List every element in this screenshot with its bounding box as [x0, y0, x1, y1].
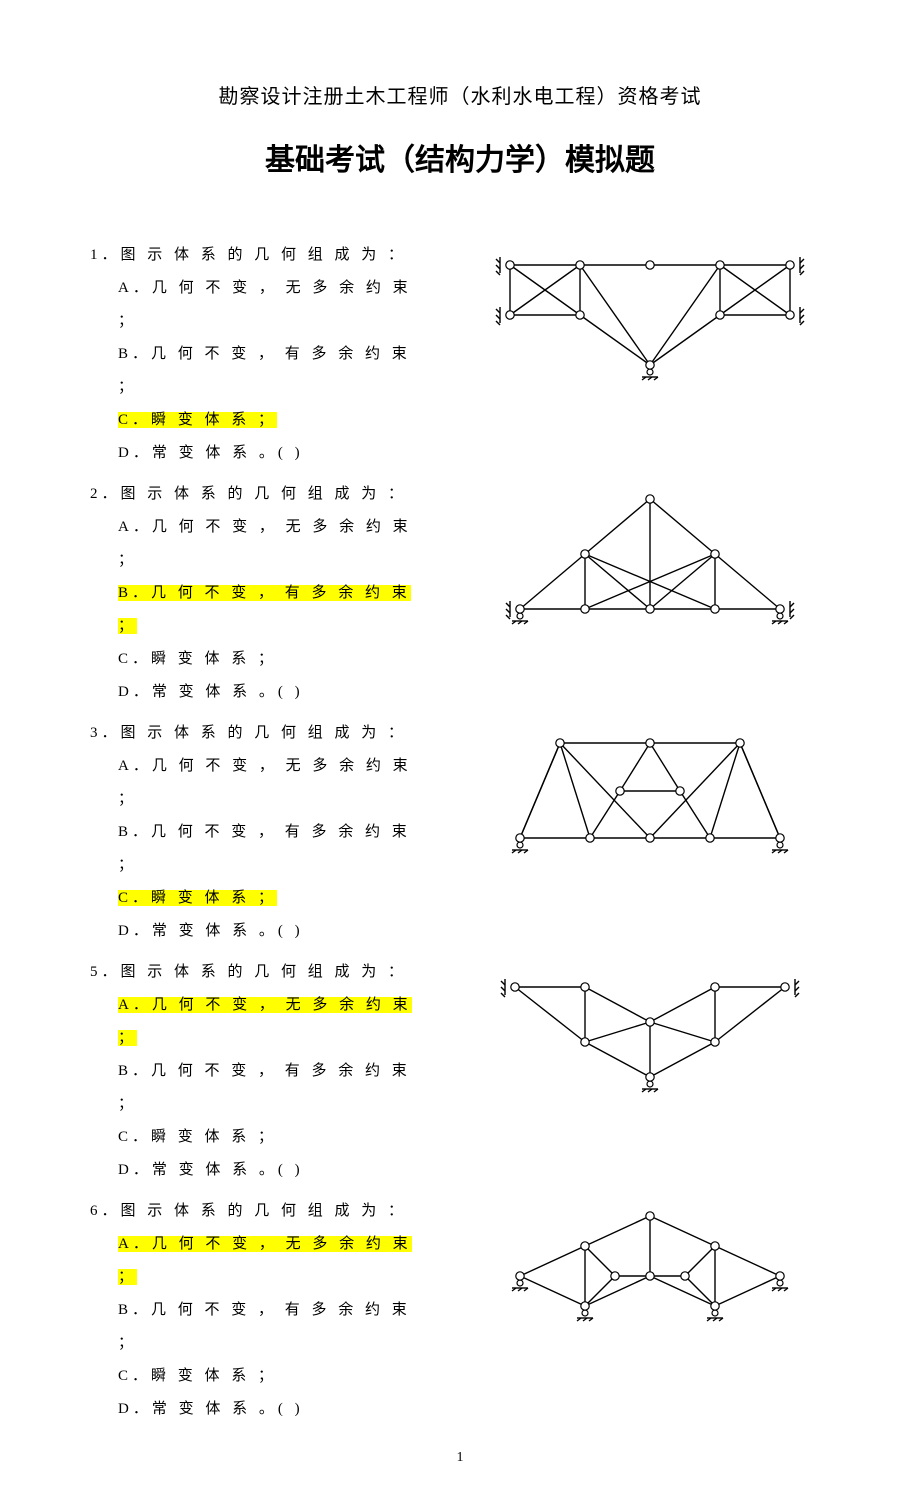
- question-prompt: 6．图 示 体 系 的 几 何 组 成 为 ：: [90, 1203, 407, 1219]
- diagram-2: [420, 478, 830, 639]
- option-B: B．几 何 不 变 ， 有 多 余 约 束 ；: [90, 338, 420, 404]
- diagram-1: [420, 239, 830, 400]
- option-B: B．几 何 不 变 ， 有 多 余 约 束 ；: [90, 577, 420, 643]
- option-B: B．几 何 不 变 ， 有 多 余 约 束 ；: [90, 816, 420, 882]
- option-A: A．几 何 不 变 ， 无 多 余 约 束 ；: [90, 511, 420, 577]
- option-D: D．常 变 体 系 。( ): [90, 676, 420, 709]
- option-C: C．瞬 变 体 系 ；: [90, 404, 420, 437]
- option-C: C．瞬 变 体 系 ；: [90, 1121, 420, 1154]
- option-D: D．常 变 体 系 。( ): [90, 1154, 420, 1187]
- question-prompt: 3．图 示 体 系 的 几 何 组 成 为 ：: [90, 725, 407, 741]
- question-prompt: 5．图 示 体 系 的 几 何 组 成 为 ：: [90, 964, 407, 980]
- option-B: B．几 何 不 变 ， 有 多 余 约 束 ；: [90, 1294, 420, 1360]
- option-D: D．常 变 体 系 。( ): [90, 915, 420, 948]
- question-1: 1．图 示 体 系 的 几 何 组 成 为 ： A．几 何 不 变 ， 无 多 …: [90, 239, 830, 470]
- option-A: A．几 何 不 变 ， 无 多 余 约 束 ；: [90, 989, 420, 1055]
- page-number: 1: [90, 1450, 830, 1466]
- question-3: 3．图 示 体 系 的 几 何 组 成 为 ： A．几 何 不 变 ， 无 多 …: [90, 717, 830, 948]
- option-C: C．瞬 变 体 系 ；: [90, 882, 420, 915]
- header-pretitle: 勘察设计注册土木工程师（水利水电工程）资格考试: [90, 80, 830, 109]
- diagram-5: [420, 956, 830, 1107]
- diagram-3: [420, 717, 830, 868]
- option-C: C．瞬 变 体 系 ；: [90, 643, 420, 676]
- question-6: 6．图 示 体 系 的 几 何 组 成 为 ： A．几 何 不 变 ， 无 多 …: [90, 1195, 830, 1426]
- option-C: C．瞬 变 体 系 ；: [90, 1360, 420, 1393]
- option-A: A．几 何 不 变 ， 无 多 余 约 束 ；: [90, 750, 420, 816]
- header-title: 基础考试（结构力学）模拟题: [90, 135, 830, 179]
- question-prompt: 1．图 示 体 系 的 几 何 组 成 为 ：: [90, 247, 407, 263]
- question-prompt: 2．图 示 体 系 的 几 何 组 成 为 ：: [90, 486, 407, 502]
- question-2: 2．图 示 体 系 的 几 何 组 成 为 ： A．几 何 不 变 ， 无 多 …: [90, 478, 830, 709]
- option-B: B．几 何 不 变 ， 有 多 余 约 束 ；: [90, 1055, 420, 1121]
- option-D: D．常 变 体 系 。( ): [90, 437, 420, 470]
- diagram-6: [420, 1195, 830, 1336]
- option-A: A．几 何 不 变 ， 无 多 余 约 束 ；: [90, 272, 420, 338]
- option-D: D．常 变 体 系 。( ): [90, 1393, 420, 1426]
- option-A: A．几 何 不 变 ， 无 多 余 约 束 ；: [90, 1228, 420, 1294]
- question-5: 5．图 示 体 系 的 几 何 组 成 为 ： A．几 何 不 变 ， 无 多 …: [90, 956, 830, 1187]
